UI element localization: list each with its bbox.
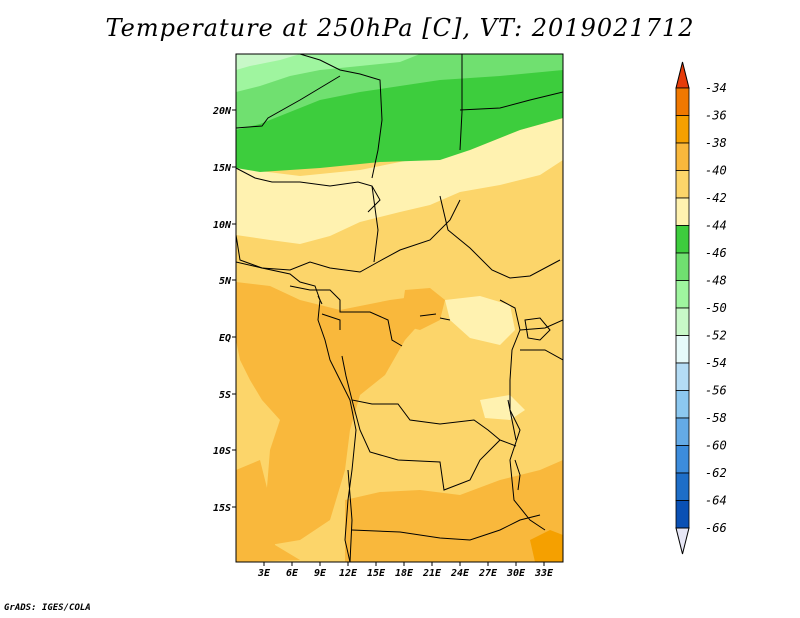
lon-axis: 3E 6E 9E 12E 15E 18E 21E 24E 27E 30E 33E bbox=[257, 568, 554, 579]
field-green-light bbox=[236, 54, 420, 92]
lat-axis: 20N 15N 10N 5N EQ 5S 10S 15S bbox=[212, 106, 232, 514]
lon-label: 21E bbox=[422, 568, 442, 579]
colorbar-box bbox=[675, 472, 690, 501]
colorbar-box bbox=[675, 500, 690, 529]
colorbar: -34 -36 -38 -40 -42 -44 -46 -48 -50 -52 -54 -56 -58 -… bbox=[675, 61, 727, 555]
colorbar-box bbox=[675, 390, 690, 419]
colorbar-label: -38 bbox=[705, 136, 727, 150]
field-orange-south bbox=[345, 460, 563, 562]
colorbar-label: -54 bbox=[705, 356, 727, 370]
colorbar-box bbox=[675, 335, 690, 364]
colorbar-box bbox=[675, 225, 690, 254]
colorbar-label: -60 bbox=[705, 439, 727, 453]
colorbar-box bbox=[675, 142, 690, 171]
colorbar-label: -36 bbox=[705, 109, 727, 123]
colorbar-label: -62 bbox=[705, 466, 727, 480]
lat-label: 10S bbox=[213, 446, 231, 457]
lon-label: 30E bbox=[506, 568, 526, 579]
map-frame bbox=[235, 53, 564, 563]
colorbar-box bbox=[675, 280, 690, 309]
colorbar-label: -40 bbox=[705, 164, 727, 178]
lat-label: 5N bbox=[219, 276, 232, 287]
lon-label: 9E bbox=[314, 568, 327, 579]
coastline bbox=[236, 261, 357, 562]
lakes bbox=[317, 295, 551, 491]
colorbar-box bbox=[675, 252, 690, 281]
colorbar-label: -50 bbox=[705, 301, 727, 315]
field-green-mid bbox=[236, 54, 563, 130]
colorbar-box bbox=[675, 197, 690, 226]
colorbar-label: -52 bbox=[705, 329, 727, 343]
colorbar-label: -34 bbox=[705, 81, 727, 95]
colorbar-label: -56 bbox=[705, 384, 727, 398]
lon-ticks bbox=[263, 562, 545, 566]
colorbar-box bbox=[675, 307, 690, 336]
colorbar-box bbox=[675, 115, 690, 144]
colorbar-label: -58 bbox=[705, 411, 727, 425]
lat-label: 15S bbox=[213, 503, 231, 514]
colorbar-box bbox=[675, 87, 690, 116]
lat-label: 5S bbox=[219, 390, 231, 401]
field-orange-sw bbox=[236, 460, 300, 562]
field-orange-east bbox=[400, 288, 445, 330]
lon-label: 18E bbox=[395, 568, 414, 579]
colorbar-bottom-triangle bbox=[675, 527, 690, 555]
lat-label: 15N bbox=[213, 163, 232, 174]
colorbar-box bbox=[675, 170, 690, 199]
lon-label: 6E bbox=[286, 568, 299, 579]
lon-label: 27E bbox=[478, 568, 498, 579]
lon-label: 15E bbox=[367, 568, 386, 579]
field-orange-west bbox=[236, 282, 430, 545]
map-area bbox=[236, 54, 563, 562]
field-light-yellow-3 bbox=[480, 395, 525, 420]
field-green-pale bbox=[236, 54, 300, 70]
colorbar-label: -42 bbox=[705, 191, 727, 205]
colorbar-top-triangle bbox=[675, 61, 690, 89]
map-title: Temperature at 250hPa [C], VT: 201902171… bbox=[105, 14, 695, 42]
lon-label: 3E bbox=[257, 568, 271, 579]
colorbar-box bbox=[675, 362, 690, 391]
lon-label: 24E bbox=[450, 568, 470, 579]
field-light-yellow bbox=[236, 118, 563, 244]
field-light-yellow-2 bbox=[445, 296, 515, 345]
colorbar-label: -66 bbox=[705, 521, 727, 535]
colorbar-box bbox=[675, 445, 690, 474]
lon-label: 12E bbox=[339, 568, 358, 579]
colorbar-label: -44 bbox=[705, 219, 727, 233]
colorbar-label: -64 bbox=[705, 494, 727, 508]
lon-label: 33E bbox=[534, 568, 554, 579]
field-darker-orange bbox=[530, 530, 563, 562]
lat-label: 10N bbox=[213, 220, 232, 231]
colorbar-box bbox=[675, 417, 690, 446]
credit-label: GrADS: IGES/COLA bbox=[4, 603, 91, 613]
colorbar-label: -48 bbox=[705, 274, 727, 288]
lat-label: 20N bbox=[212, 106, 232, 117]
lat-label: EQ bbox=[219, 333, 231, 344]
colorbar-label: -46 bbox=[705, 246, 727, 260]
lat-ticks bbox=[232, 109, 236, 508]
